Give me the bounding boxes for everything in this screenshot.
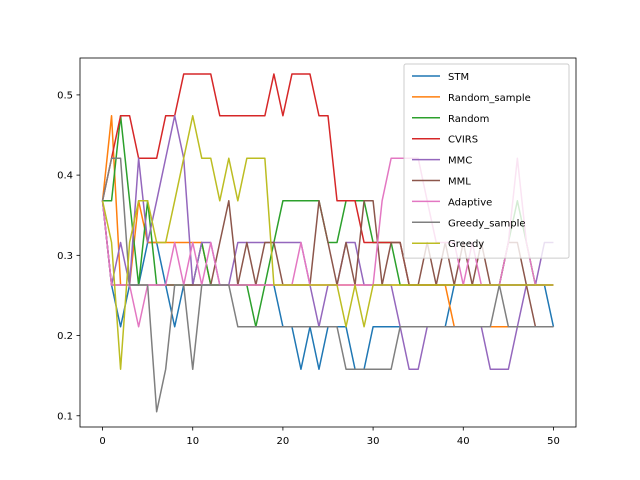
x-tick-label: 10 [186,436,199,447]
y-tick-label: 0.2 [57,331,73,342]
series-lines [101,73,555,413]
legend-label: MMC [448,156,472,167]
series-line-greedy [101,115,554,370]
legend: STM Random_sample Random CVIRS MMC MML Adaptiv… [403,63,570,259]
legend-label: Random [448,114,489,125]
legend-box [403,63,570,259]
legend-label: Greedy_sample [448,218,526,229]
x-tick-label: 20 [277,436,290,447]
legend-label: MML [448,177,471,188]
y-tick-label: 0.4 [57,171,73,182]
x-tick-label: 0 [99,436,105,447]
x-axis: 0 10 20 30 40 50 [99,427,560,447]
legend-label: CVIRS [448,135,478,146]
series-line-greedy-sample [101,157,554,413]
legend-label: Adaptive [448,197,492,208]
legend-label: STM [448,72,469,83]
y-tick-label: 0.3 [57,251,73,262]
y-tick-label: 0.1 [57,411,73,422]
legend-label: Greedy [448,239,484,250]
x-tick-label: 40 [457,436,470,447]
x-tick-label: 30 [367,436,380,447]
legend-label: Random_sample [448,93,531,104]
y-axis: 0.1 0.2 0.3 0.4 0.5 [57,90,80,422]
x-tick-label: 50 [547,436,560,447]
y-tick-label: 0.5 [57,90,73,101]
plot-frame [79,57,577,428]
